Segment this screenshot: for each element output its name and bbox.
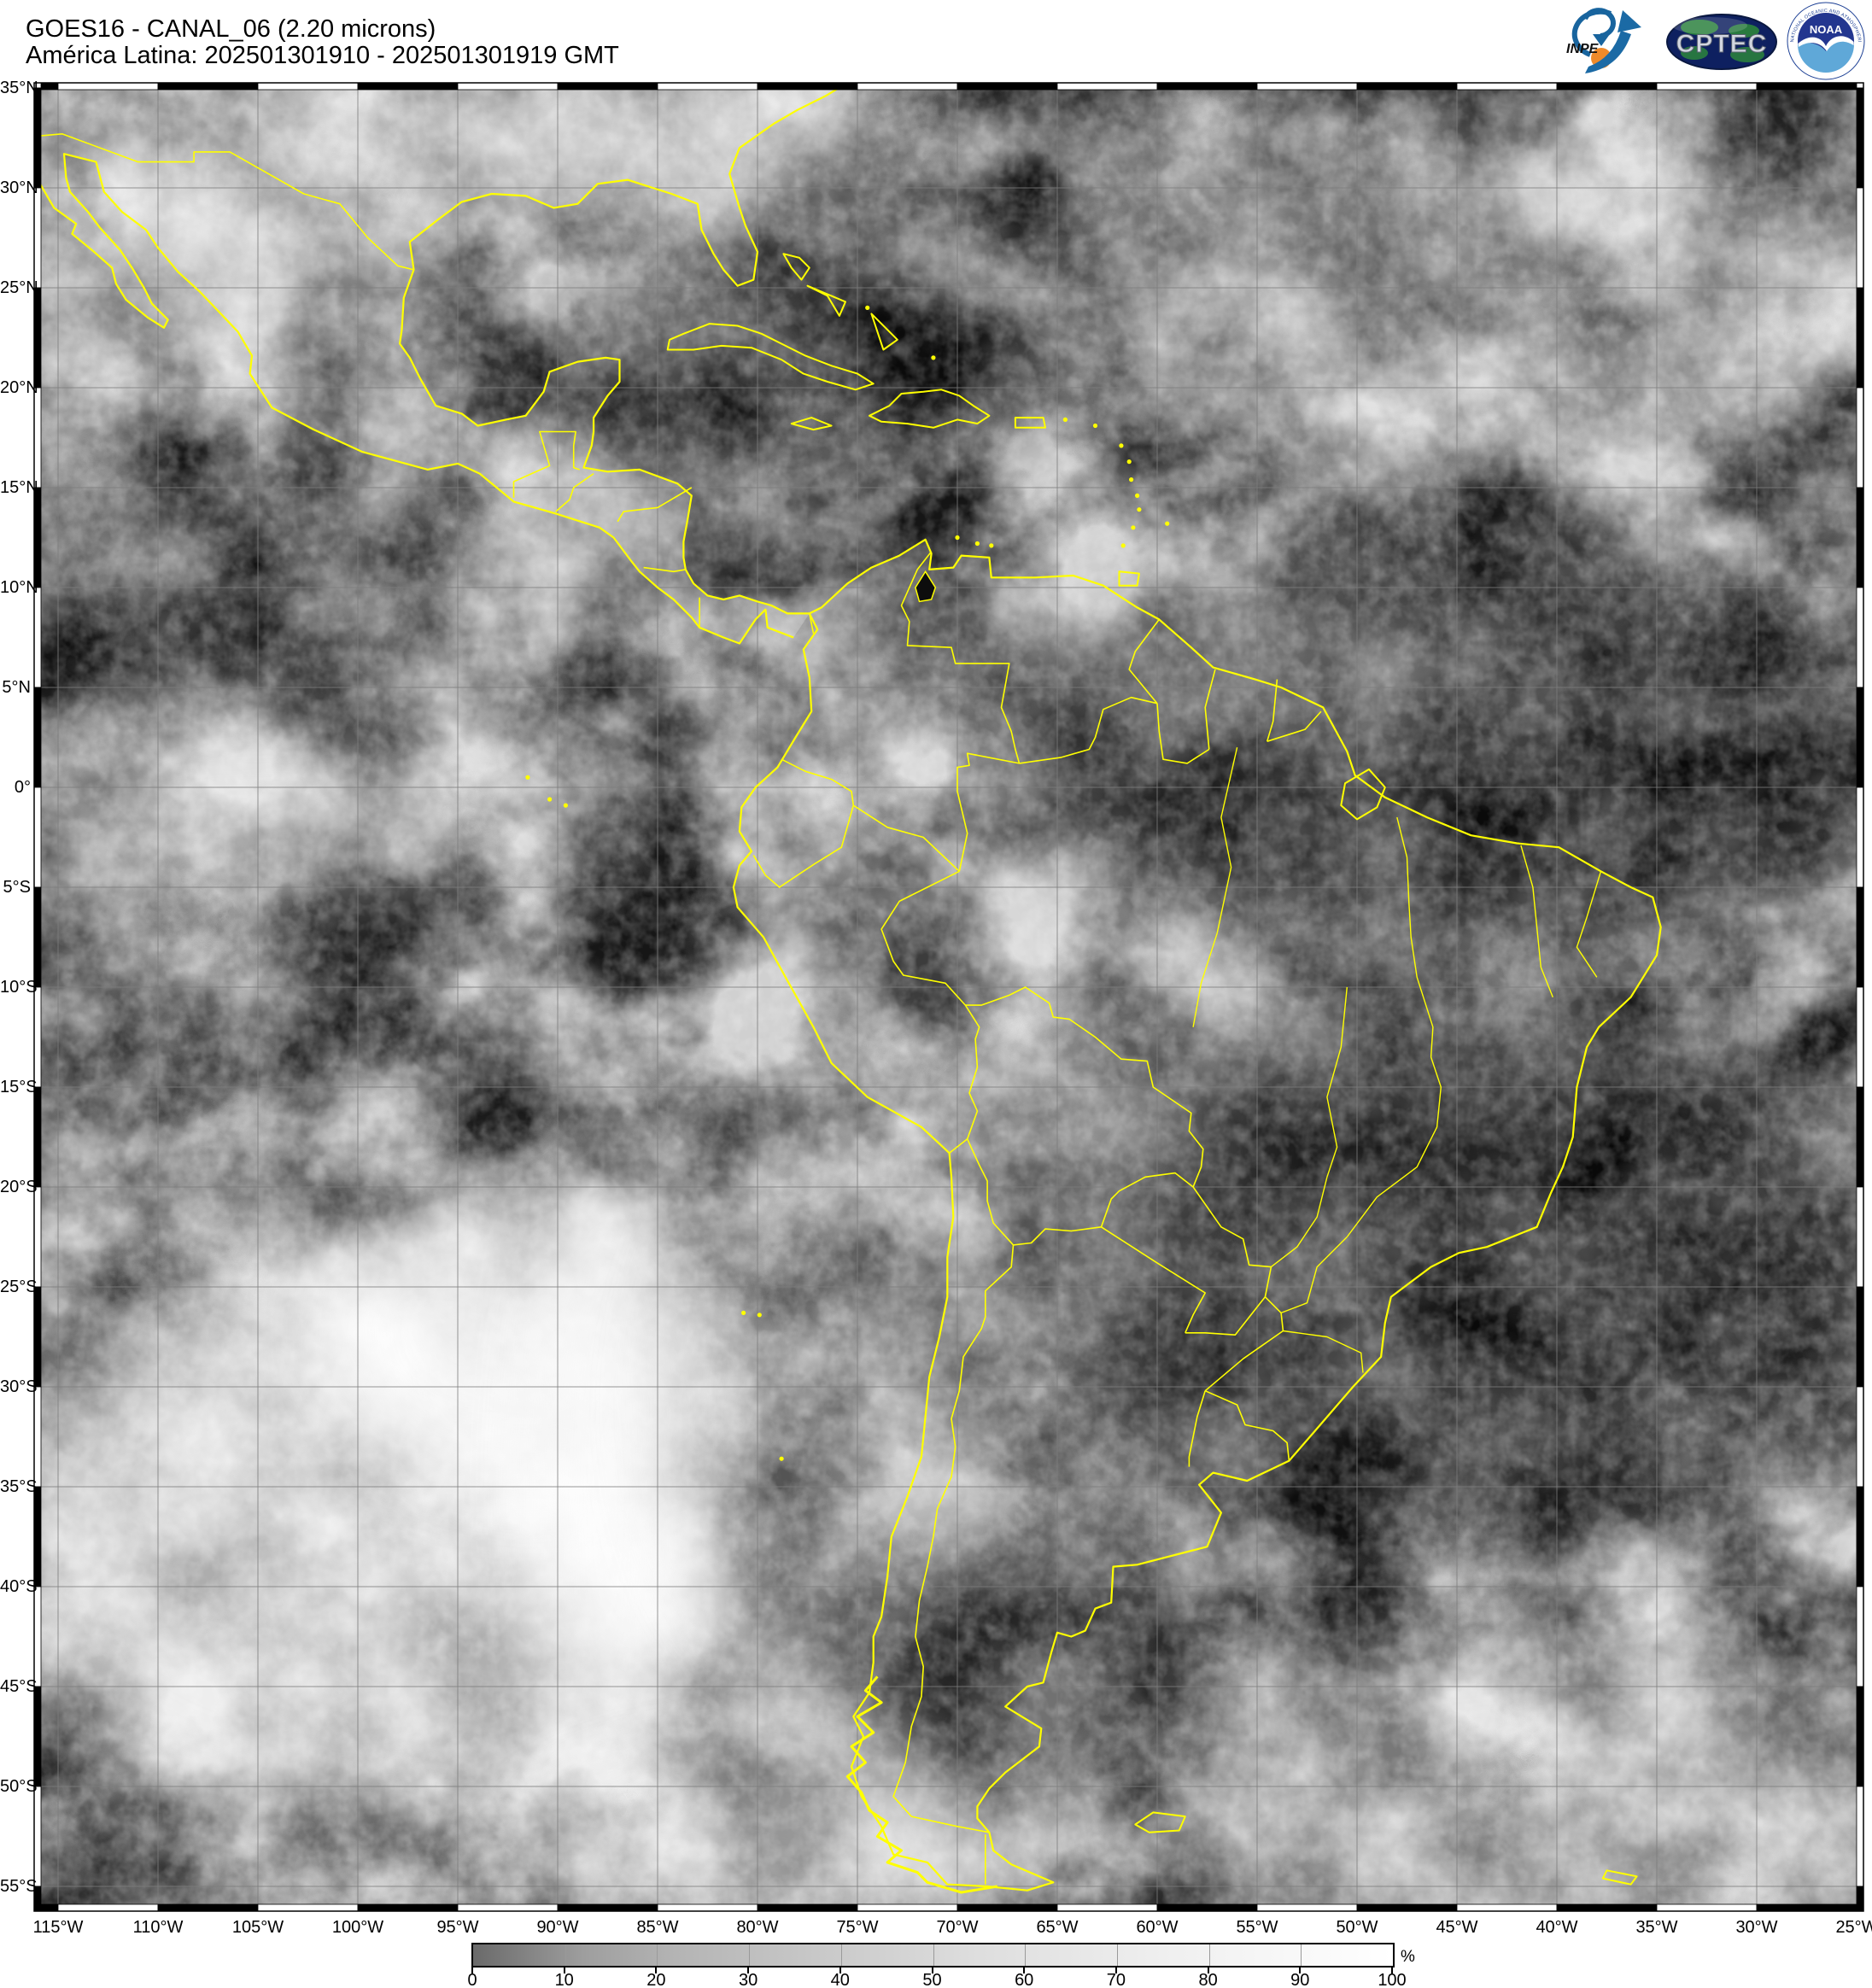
lat-tick-label: 30°N — [0, 178, 38, 197]
lat-tick-label: 25°N — [0, 278, 38, 297]
lat-tick-label: 0° — [14, 778, 31, 797]
lon-tick-label: 85°W — [636, 1918, 679, 1937]
lon-tick-label: 95°W — [436, 1918, 479, 1937]
colorbar-tick-label: 30 — [738, 1971, 758, 1988]
lon-tick-label: 25°W — [1835, 1918, 1872, 1937]
coastlines-and-borders — [34, 83, 1662, 1894]
lon-tick-label: 40°W — [1536, 1918, 1578, 1937]
colorbar-division-line — [1116, 1944, 1118, 1966]
lat-tick-label: 5°S — [3, 878, 31, 897]
product-title: GOES16 - CANAL_06 (2.20 microns) — [26, 15, 436, 43]
cptec-logo-text: CPTEC — [1676, 30, 1768, 58]
colorbar-division-line — [840, 1944, 842, 1966]
inpe-logo-text: INPE — [1566, 42, 1600, 56]
lat-tick-label: 20°N — [0, 378, 38, 397]
noaa-logo: NATIONAL OCEANIC AND ATMOSPHERIC ADMINIS… — [1787, 2, 1865, 80]
colorbar-tick — [931, 1968, 933, 1973]
colorbar-tick-label: 60 — [1015, 1971, 1034, 1988]
graticule-grid — [34, 83, 1863, 1911]
colorbar-division-line — [657, 1944, 658, 1966]
lat-tick-label: 30°S — [0, 1377, 38, 1396]
lat-tick-label: 10°N — [0, 578, 38, 597]
colorbar-tick — [747, 1968, 750, 1973]
colorbar-tick-label: 80 — [1198, 1971, 1218, 1988]
colorbar-tick — [1207, 1968, 1209, 1973]
lon-tick-label: 80°W — [736, 1918, 779, 1937]
colorbar-tick — [471, 1968, 473, 1973]
colorbar-tick — [563, 1968, 565, 1973]
colorbar-tick — [1299, 1968, 1302, 1973]
product-subtitle-timerange: América Latina: 202501301910 - 202501301… — [26, 42, 619, 69]
inpe-logo: INPE — [1566, 8, 1641, 73]
lat-tick-label: 15°S — [0, 1078, 38, 1096]
lon-tick-label: 105°W — [231, 1918, 284, 1937]
lat-tick-label: 20°S — [0, 1178, 38, 1196]
colorbar-tick-label: 10 — [554, 1971, 574, 1988]
lat-tick-label: 5°N — [2, 678, 31, 697]
lat-tick-label: 45°S — [0, 1677, 38, 1696]
lon-tick-label: 55°W — [1236, 1918, 1278, 1937]
lat-tick-label: 35°S — [0, 1477, 38, 1496]
colorbar-division-line — [1208, 1944, 1210, 1966]
map-frame — [33, 82, 1864, 1912]
lon-tick-label: 115°W — [32, 1918, 84, 1937]
lon-tick-label: 30°W — [1735, 1918, 1778, 1937]
colorbar-division-line — [1025, 1944, 1027, 1966]
colorbar-tick-label: 40 — [830, 1971, 850, 1988]
lat-tick-label: 10°S — [0, 978, 38, 997]
colorbar-division-line — [1301, 1944, 1302, 1966]
lon-tick-label: 90°W — [536, 1918, 579, 1937]
colorbar-tick — [1114, 1968, 1117, 1973]
colorbar-tick-label: 0 — [467, 1971, 477, 1988]
colorbar-tick-label: 100 — [1378, 1971, 1407, 1988]
reflectance-colorbar — [471, 1943, 1395, 1968]
colorbar-tick — [839, 1968, 841, 1973]
colorbar-unit-label: % — [1401, 1948, 1415, 1966]
lon-tick-label: 100°W — [331, 1918, 384, 1937]
lon-tick-label: 60°W — [1136, 1918, 1179, 1937]
satellite-imagery — [34, 83, 1863, 1911]
colorbar-tick-label: 50 — [922, 1971, 942, 1988]
colorbar-tick — [1023, 1968, 1026, 1973]
lon-tick-label: 110°W — [132, 1918, 184, 1937]
lon-tick-label: 45°W — [1436, 1918, 1478, 1937]
colorbar-division-line — [565, 1944, 566, 1966]
lat-tick-label: 55°S — [0, 1877, 38, 1896]
lat-tick-label: 40°S — [0, 1577, 38, 1596]
lon-tick-label: 65°W — [1036, 1918, 1079, 1937]
lon-tick-label: 50°W — [1336, 1918, 1378, 1937]
lon-tick-label: 70°W — [936, 1918, 979, 1937]
colorbar-tick-label: 20 — [646, 1971, 666, 1988]
colorbar-tick — [1391, 1968, 1393, 1973]
colorbar-tick — [655, 1968, 658, 1973]
lat-tick-label: 35°N — [0, 79, 38, 97]
lon-tick-label: 75°W — [836, 1918, 879, 1937]
lat-tick-label: 25°S — [0, 1278, 38, 1296]
colorbar-division-line — [933, 1944, 934, 1966]
colorbar-division-line — [749, 1944, 751, 1966]
colorbar-tick-label: 90 — [1290, 1971, 1310, 1988]
colorbar-tick-label: 70 — [1106, 1971, 1126, 1988]
noaa-logo-text: NOAA — [1810, 23, 1843, 36]
lat-tick-label: 15°N — [0, 478, 38, 497]
lon-tick-label: 35°W — [1635, 1918, 1678, 1937]
cptec-logo: CPTEC — [1666, 14, 1777, 70]
lat-tick-label: 50°S — [0, 1777, 38, 1796]
